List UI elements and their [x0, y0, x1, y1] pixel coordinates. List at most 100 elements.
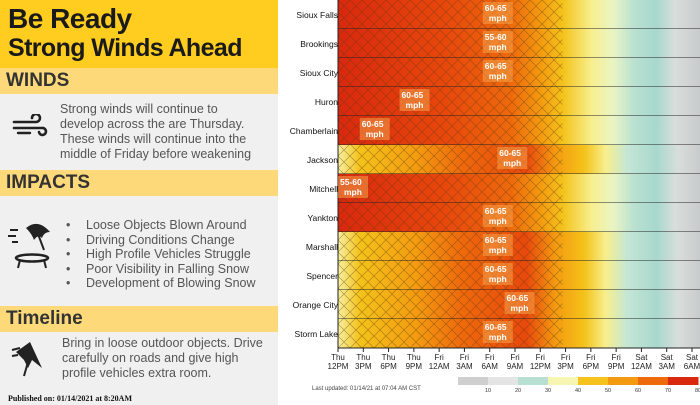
winds-text-line: develop across the are Thursday. [60, 117, 245, 131]
umbrella-trampoline-icon [8, 223, 50, 269]
peak-gust-text: 60-65 [507, 293, 529, 303]
peak-gust-text: 60-65 [485, 3, 507, 13]
hatch-overlay [338, 87, 563, 116]
location-label: Chamberlain [289, 125, 338, 136]
colorbar-tick-label: 30 [544, 388, 552, 394]
impact-item: Development of Blowing Snow [66, 276, 256, 291]
peak-gust-text: mph [489, 71, 507, 81]
x-tick-label-line: 6AM [683, 362, 700, 371]
location-label: Jackson [306, 154, 338, 165]
wind-icon [12, 114, 48, 137]
heatmap-svg: 60-65mph55-60mph60-65mph60-65mph60-65mph… [337, 0, 700, 385]
colorbar-segment [608, 377, 639, 385]
umbrella-broken-icon [11, 342, 42, 377]
x-tick-label: Sat 12AM [624, 353, 658, 371]
title-line2: Strong Winds Ahead [8, 34, 242, 62]
x-tick-label: Thu 12PM [321, 353, 355, 371]
location-label: Orange City [292, 299, 338, 310]
peak-gust-text: mph [503, 158, 521, 168]
x-tick-label-line: 9AM [506, 362, 524, 371]
impacts-section: Loose Objects Blown Around Driving Condi… [0, 196, 278, 298]
winds-section: Strong winds will continue to develop ac… [0, 94, 278, 166]
x-tick-label-line: 3PM [355, 362, 372, 371]
x-tick-label: Thu 9PM [397, 353, 431, 371]
peak-gust-text: mph [489, 13, 507, 23]
peak-gust-text: 60-65 [485, 264, 507, 274]
x-tick-label: Fri 12AM [422, 353, 456, 371]
hatch-overlay [338, 174, 563, 203]
impact-item: Driving Conditions Change [66, 233, 256, 248]
timeline-section: Bring in loose outdoor objects. Drive ca… [0, 332, 278, 405]
location-label: Storm Lake [294, 328, 338, 339]
location-label: Brookings [300, 38, 338, 49]
x-tick-label: Fri 6AM [473, 353, 507, 371]
timeline-text: Bring in loose outdoor objects. Drive ca… [62, 336, 263, 381]
colorbar-tick-label: 20 [514, 388, 522, 394]
x-tick-label: Fri 3PM [549, 353, 583, 371]
peak-gust-text: 60-65 [499, 148, 521, 158]
x-tick-label-line: Thu [406, 353, 421, 362]
colorbar-tick-label: 60 [634, 388, 642, 394]
hatch-overlay [338, 203, 563, 232]
x-tick-label-line: 3AM [456, 362, 473, 371]
x-tick-label-line: 6AM [481, 362, 498, 371]
x-tick-label: Sat 3AM [650, 353, 684, 371]
colorbar-segment [548, 377, 579, 385]
x-tick-label-line: 12AM [428, 362, 450, 371]
peak-gust-text: 60-65 [485, 206, 507, 216]
colorbar-segment [578, 377, 609, 385]
peak-gust-text: mph [406, 100, 424, 110]
x-tick-label: Thu 3PM [346, 353, 380, 371]
location-label: Spencer [306, 270, 338, 281]
x-tick-label-line: 3PM [557, 362, 574, 371]
x-tick-label-line: Thu [381, 353, 396, 362]
peak-gust-text: mph [366, 129, 384, 139]
peak-gust-text: mph [489, 274, 507, 284]
colorbar-tick-label: 10 [484, 388, 492, 394]
hatch-overlay [338, 0, 563, 29]
location-label: Huron [314, 96, 338, 107]
x-tick-label-line: 12PM [529, 362, 551, 371]
x-tick-label-line: Sat [685, 353, 698, 362]
x-tick-label: Fri 3AM [447, 353, 481, 371]
hatch-overlay [338, 58, 563, 87]
x-tick-label: Fri 9PM [599, 353, 633, 371]
x-tick-label: Fri 12PM [523, 353, 557, 371]
x-tick-label-line: Fri [434, 353, 444, 362]
x-tick-label-line: Fri [510, 353, 520, 362]
x-tick-label-line: 12PM [327, 362, 349, 371]
x-tick-label-line: Fri [560, 353, 571, 362]
x-tick-label: Sat 6AM [675, 353, 700, 371]
colorbar-segment [668, 377, 699, 385]
hatch-overlay [338, 29, 563, 58]
location-label: Marshall [305, 241, 338, 252]
colorbar-tick-label: 70 [664, 388, 672, 394]
peak-gust-text: 60-65 [362, 119, 384, 129]
hatch-overlay [338, 232, 563, 261]
peak-gust-text: 55-60 [485, 32, 507, 42]
impact-item: Poor Visibility in Falling Snow [66, 262, 256, 277]
title-banner: Be Ready Strong Winds Ahead [0, 0, 278, 68]
peak-gust-text: mph [489, 332, 507, 342]
colorbar-segment [638, 377, 669, 385]
x-tick-label-line: 12AM [630, 362, 652, 371]
x-tick-label-line: 6PM [380, 362, 397, 371]
location-label: Sioux Falls [296, 9, 338, 20]
peak-gust-text: mph [489, 216, 507, 226]
hatch-overlay [338, 319, 563, 348]
colorbar-segment [458, 377, 489, 385]
winds-text-line: middle of Friday before weakening [60, 147, 252, 161]
location-label: Yankton [307, 212, 338, 223]
peak-gust-text: mph [489, 245, 507, 255]
last-updated-text: Last updated: 01/14/21 at 07:04 AM CST [312, 386, 421, 392]
colorbar-tick-label: 40 [574, 388, 582, 394]
peak-gust-text: 55-60 [340, 177, 362, 187]
colorbar-segment [518, 377, 549, 385]
